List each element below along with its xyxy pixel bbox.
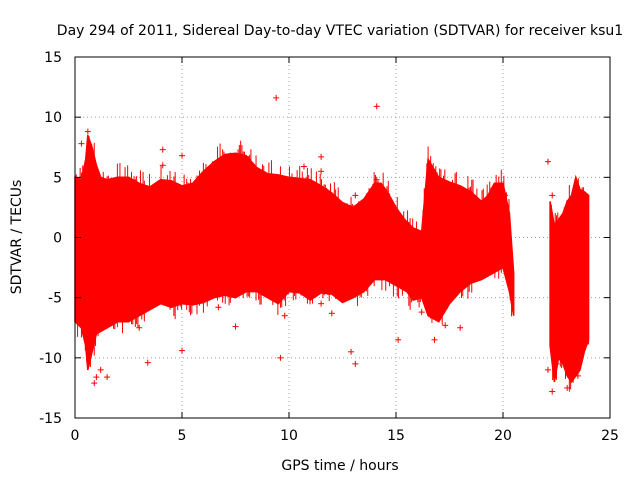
data-point (179, 347, 185, 354)
data-point (78, 140, 85, 147)
data-point (159, 146, 166, 153)
data-point (553, 360, 560, 367)
data-point (318, 153, 325, 160)
data-point (352, 360, 359, 367)
data-point (281, 312, 288, 319)
y-axis-label: SDTVAR / TECUs (9, 180, 25, 295)
axis-ticks: 0 5 10 15 20 25 -15 -10 -5 0 5 10 15 (39, 50, 619, 444)
chart-title: Day 294 of 2011, Sidereal Day-to-day VTE… (57, 23, 623, 39)
data-point (348, 348, 355, 355)
data-point (215, 304, 222, 311)
data-point (395, 336, 402, 343)
data-point (84, 128, 91, 135)
data-point (273, 94, 280, 101)
data-point (564, 384, 571, 391)
y-tick-label: 0 (53, 231, 62, 247)
y-tick-label: 15 (44, 50, 62, 66)
data-point (442, 322, 449, 329)
data-point (232, 323, 239, 330)
x-tick-label: 0 (71, 428, 80, 444)
data-point (93, 374, 100, 381)
data-point (502, 192, 509, 199)
data-band-main (74, 134, 515, 371)
data-point (544, 158, 551, 165)
x-tick-label: 20 (494, 428, 512, 444)
data-point (318, 168, 325, 175)
data-point (328, 310, 335, 317)
data-point (104, 374, 111, 381)
x-tick-label: 5 (178, 428, 187, 444)
y-tick-label: -15 (39, 411, 62, 427)
data-point (431, 336, 438, 343)
data-point (373, 176, 380, 183)
data-point (352, 192, 359, 199)
data-point (549, 192, 556, 199)
x-axis-label: GPS time / hours (281, 458, 398, 474)
data-point (97, 366, 104, 373)
data-point (549, 388, 556, 395)
data-point (159, 162, 166, 169)
y-tick-label: -5 (48, 291, 62, 307)
data-point (574, 372, 581, 379)
data-point (136, 324, 143, 331)
data-point (91, 380, 98, 387)
data-point (318, 300, 325, 307)
data-point (300, 163, 307, 170)
data-points (74, 94, 590, 395)
data-point (277, 354, 284, 361)
data-point (457, 324, 464, 331)
data-point (144, 359, 151, 366)
data-point (373, 103, 380, 110)
data-point (544, 366, 551, 373)
x-tick-label: 25 (601, 428, 619, 444)
y-tick-label: 5 (53, 170, 62, 186)
data-band-late (549, 174, 590, 384)
data-point (245, 164, 252, 171)
x-tick-label: 15 (387, 428, 405, 444)
data-point (418, 309, 425, 316)
x-tick-label: 10 (280, 428, 298, 444)
data-point (179, 152, 185, 159)
y-tick-label: 10 (44, 110, 62, 126)
y-tick-label: -10 (39, 351, 62, 367)
data-point (125, 180, 132, 187)
